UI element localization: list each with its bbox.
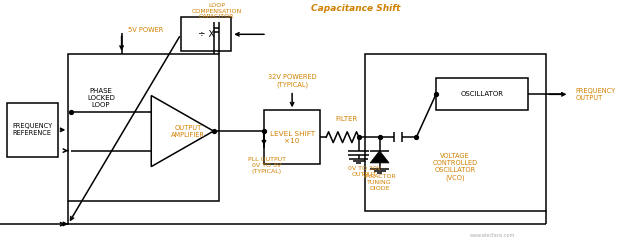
Text: LEVEL SHIFT
×10: LEVEL SHIFT ×10 [269,131,314,144]
Text: 32V POWERED
(TYPICAL): 32V POWERED (TYPICAL) [268,74,316,88]
Bar [181,17,232,51]
Bar [436,78,528,110]
Text: FREQUENCY
OUTPUT: FREQUENCY OUTPUT [575,88,616,101]
Bar [264,110,320,164]
Text: VARACTOR
TUNING
DIODE: VARACTOR TUNING DIODE [363,174,397,191]
Text: www.elecfans.com: www.elecfans.com [470,233,515,238]
Bar [68,54,220,201]
Text: Capacitance Shift: Capacitance Shift [311,4,400,13]
Text: LOOP
COMPENSATION
CAPACITOR: LOOP COMPENSATION CAPACITOR [191,3,241,19]
Text: OUTPUT
AMPLIFIER: OUTPUT AMPLIFIER [171,124,206,138]
Text: 0V TO 30V
OUTPUT: 0V TO 30V OUTPUT [348,166,381,177]
Text: PLL OUTPUT
0V TO 3V
(TYPICAL): PLL OUTPUT 0V TO 3V (TYPICAL) [248,157,286,174]
Text: OSCILLATOR: OSCILLATOR [461,91,503,97]
Text: 5V POWER: 5V POWER [128,27,163,33]
Polygon shape [370,151,389,163]
Text: PHASE
LOCKED
LOOP: PHASE LOCKED LOOP [87,88,115,108]
Text: VOLTAGE
CONTROLLED
OSCILLATOR
(VCO): VOLTAGE CONTROLLED OSCILLATOR (VCO) [433,153,478,181]
Text: FILTER: FILTER [336,116,358,122]
Text: FREQUENCY
REFERENCE: FREQUENCY REFERENCE [12,123,53,136]
Text: ÷ X: ÷ X [198,30,214,39]
Bar [7,103,58,157]
Bar [365,54,546,211]
